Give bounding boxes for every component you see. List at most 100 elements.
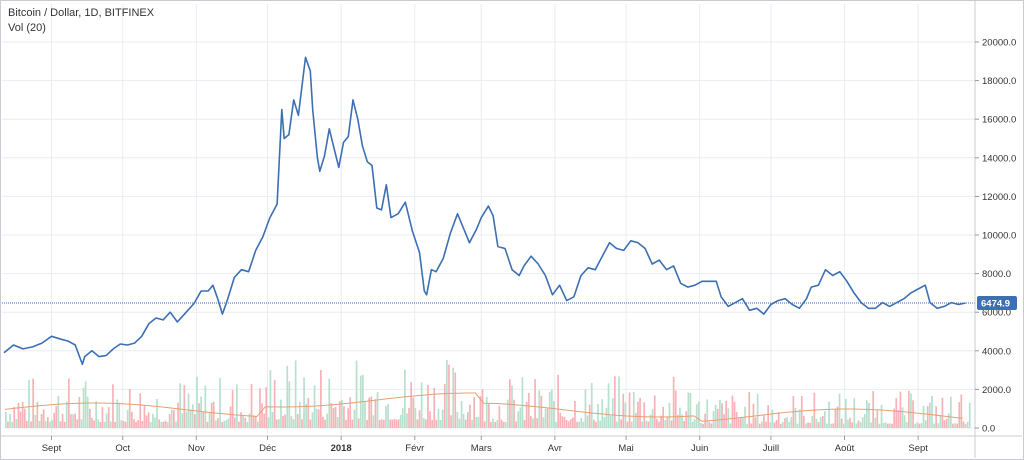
volume-bar [677,414,679,428]
volume-bar [265,387,268,428]
volume-bar [611,398,614,428]
volume-bar [122,421,125,428]
volume-bar [347,408,349,428]
volume-bar [206,421,209,428]
volume-bar [261,403,263,428]
x-tick-label: Déc [259,443,276,454]
volume-bar [168,414,171,428]
volume-indicator-label[interactable]: Vol (20) [8,22,46,34]
volume-bar [765,421,767,428]
volume-bar [147,412,150,428]
volume-bar [334,406,337,428]
volume-bar [401,408,404,428]
volume-bar [700,423,702,428]
volume-bar [336,417,339,428]
volume-bar [101,407,104,428]
volume-bar [53,412,55,428]
volume-bar [922,405,925,428]
volume-bar [320,370,322,428]
volume-bar [540,395,543,428]
volume-bar [586,415,589,428]
volume-bar [956,423,958,428]
y-tick-label: 20000.0 [982,38,1016,49]
volume-bar [609,415,612,428]
volume-bar [257,421,259,428]
volume-bar [36,402,39,428]
volume-bar [378,419,381,428]
volume-bar [443,383,446,428]
volume-bar [221,422,223,428]
volume-bar [530,416,532,428]
volume-bar [133,419,135,428]
volume-bar [561,416,564,428]
volume-bar [905,422,908,428]
x-tick-label: Nov [188,443,205,454]
grid [2,4,975,436]
volume-bar [416,419,419,428]
volume-bar [244,417,247,428]
volume-bar [630,421,633,428]
volume-bar [141,421,144,428]
volume-bar [828,401,830,428]
y-axis[interactable]: 0.0 2000.0 4000.0 6000.0 8000.0 10000.0 12000.… [974,0,1016,458]
volume-bar [437,409,440,428]
volume-bar [830,423,832,428]
volume-bar [504,422,507,428]
volume-bar [429,411,431,428]
volume-bar [86,396,89,428]
volume-bar [903,415,906,428]
volume-bar [212,401,215,428]
x-tick-label: 2018 [331,443,352,454]
volume-bar [198,403,200,428]
volume-bar [838,393,841,428]
volume-bar [716,408,719,428]
volume-bar [756,393,759,428]
volume-bar [945,418,948,428]
volume-bar [546,408,549,428]
volume-bar [538,390,541,428]
volume-bar [34,414,37,428]
volume-bar [303,377,305,428]
volume-bar [870,422,872,428]
volume-bar [803,415,805,428]
volume-bar [473,397,475,428]
volume-bar [385,406,387,428]
volume-bar [882,422,885,428]
volume-bar [225,420,228,428]
x-tick-label: Juill [763,443,779,454]
volume-bar [750,423,753,428]
volume-bar [236,384,238,428]
volume-bar [515,421,517,428]
volume-bar [187,393,190,428]
volume-bar [525,401,528,428]
volume-bar [137,420,139,428]
volume-bar [819,417,822,428]
volume-bar [788,421,790,428]
volume-bar [769,422,772,428]
volume-bar [26,420,28,428]
volume-bar [695,404,698,428]
volume-bar [729,423,732,428]
volume-bar [433,388,436,428]
volume-bar [853,398,856,428]
volume-bar [874,417,877,428]
y-tick-label: 12000.0 [982,192,1016,203]
symbol-title[interactable]: Bitcoin / Dollar, 1D, BITFINEX [8,7,155,19]
volume-bar [175,421,177,428]
volume-bar [567,421,570,428]
volume-bar [317,409,320,428]
volume-bar [786,417,788,428]
volume-bar [406,413,408,428]
volume-bar [796,423,799,428]
volume-bar [960,394,963,428]
x-axis[interactable]: Sept Oct Nov Déc 2018 Févr Mars Avr Mai Juin Juill… [0,435,1022,454]
volume-bar [275,419,278,428]
volume-bar [164,420,167,428]
volume-bar [5,412,7,428]
volume-bar [857,420,860,428]
volume-bar [576,421,578,428]
volume-bar [290,416,293,428]
volume-bar [427,384,429,428]
volume-bar [901,407,904,428]
